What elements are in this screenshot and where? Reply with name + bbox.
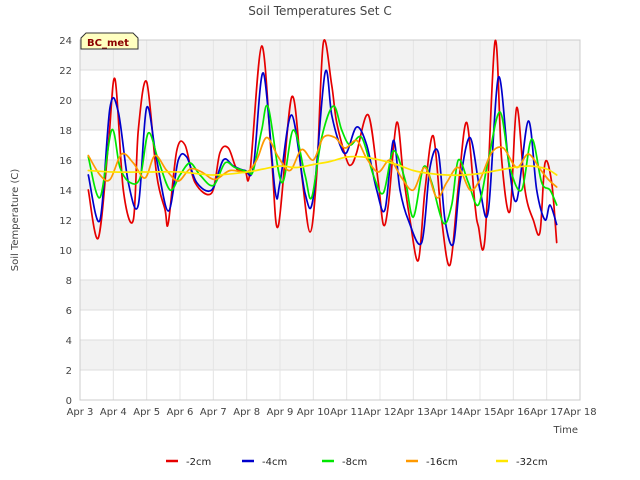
- y-tick-label: 10: [59, 246, 72, 257]
- y-tick-label: 24: [59, 36, 72, 47]
- x-axis-ticks: Apr 3 Apr 4 Apr 5 Apr 6 Apr 7 Apr 8 Apr 9 Apr 1…: [67, 407, 597, 418]
- x-tick-label: Apr 18: [563, 407, 596, 418]
- legend-label: -2cm: [186, 457, 211, 468]
- x-tick-label: Apr 6: [167, 407, 194, 418]
- plot-background-bands: [80, 40, 580, 370]
- x-tick-label: Apr 9: [267, 407, 294, 418]
- x-tick-label: Apr 15: [463, 407, 496, 418]
- series-lines: [87, 39, 558, 267]
- series-line-2cm: [87, 39, 558, 267]
- x-tick-label: Apr 17: [530, 407, 563, 418]
- y-tick-label: 8: [66, 276, 72, 287]
- background-band: [80, 280, 580, 310]
- x-tick-label: Apr 8: [233, 407, 260, 418]
- x-tick-label: Apr 14: [430, 407, 463, 418]
- legend-label: -8cm: [342, 457, 367, 468]
- x-tick-label: Apr 16: [497, 407, 530, 418]
- x-tick-label: Apr 10: [297, 407, 330, 418]
- x-tick-label: Apr 4: [100, 407, 127, 418]
- legend-label: -16cm: [426, 457, 458, 468]
- badge-box: [80, 32, 139, 50]
- y-tick-label: 14: [59, 186, 72, 197]
- legend-label: -32cm: [516, 457, 548, 468]
- y-tick-label: 16: [59, 156, 72, 167]
- series-line-8cm: [87, 104, 558, 225]
- y-tick-label: 2: [66, 366, 72, 377]
- x-tick-label: Apr 11: [330, 407, 363, 418]
- x-tick-label: Apr 5: [133, 407, 160, 418]
- x-axis-label: Time: [553, 425, 578, 436]
- badge-label: BC_met: [87, 38, 129, 49]
- background-band: [80, 40, 580, 70]
- x-tick-label: Apr 12: [363, 407, 396, 418]
- y-tick-label: 12: [59, 216, 72, 227]
- y-tick-label: 18: [59, 126, 72, 137]
- series-line-16cm: [87, 134, 558, 199]
- x-tick-label: Apr 3: [67, 407, 94, 418]
- series-line-4cm: [87, 69, 558, 247]
- y-tick-label: 4: [66, 336, 72, 347]
- legend: -2cm -4cm -8cm -16cm -32cm: [166, 457, 548, 468]
- y-tick-label: 0: [66, 396, 72, 407]
- station-badge: BC_met: [80, 32, 139, 50]
- series-line-32cm: [87, 155, 558, 177]
- background-band: [80, 220, 580, 250]
- background-band: [80, 340, 580, 370]
- plot-frame: [79, 39, 581, 401]
- x-tick-label: Apr 7: [200, 407, 227, 418]
- y-axis-label: Soil Temperature (C): [10, 169, 21, 272]
- y-tick-label: 6: [66, 306, 72, 317]
- x-tick-label: Apr 13: [397, 407, 430, 418]
- chart-title: Soil Temperatures Set C: [248, 4, 391, 18]
- y-tick-label: 22: [59, 66, 72, 77]
- y-tick-label: 20: [59, 96, 72, 107]
- legend-label: -4cm: [262, 457, 287, 468]
